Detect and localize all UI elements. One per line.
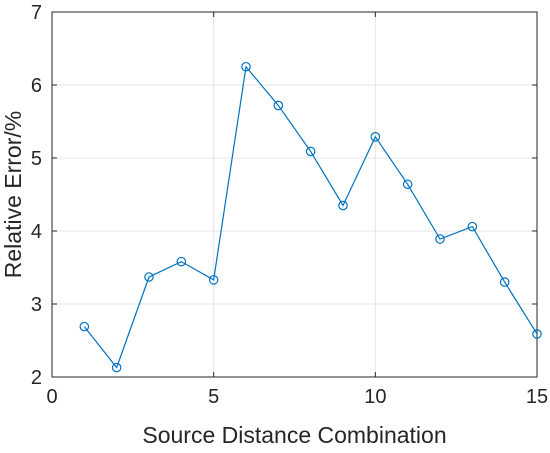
data-point <box>79 321 90 332</box>
data-point <box>338 200 348 211</box>
y-tick-label: 7 <box>31 2 42 24</box>
series-line <box>83 65 538 369</box>
grid <box>51 11 538 378</box>
data-point <box>370 132 381 142</box>
data-point <box>402 179 413 190</box>
data-point <box>499 277 510 287</box>
y-axis-label: Relative Error/% <box>0 111 26 278</box>
data-point <box>208 275 219 285</box>
axis-ticks: 0 5 10 15 2 3 4 5 6 7 <box>31 2 548 408</box>
y-tick-label: 3 <box>31 294 42 316</box>
data-point <box>435 234 445 244</box>
data-point <box>241 61 251 72</box>
series-group <box>79 61 542 373</box>
data-point <box>273 100 284 111</box>
data-point <box>144 272 154 282</box>
data-point <box>176 256 187 267</box>
y-tick-label: 6 <box>31 75 42 97</box>
plot-frame <box>51 11 538 378</box>
y-tick-label: 2 <box>31 367 42 389</box>
x-tick-label: 5 <box>208 386 219 408</box>
data-point <box>111 362 122 373</box>
y-tick-label: 5 <box>31 148 42 170</box>
y-tick-label: 4 <box>31 221 42 243</box>
data-point <box>305 146 316 157</box>
x-tick-label: 0 <box>46 386 57 408</box>
data-point <box>532 329 542 339</box>
data-point <box>467 221 478 232</box>
x-tick-label: 15 <box>526 386 548 408</box>
x-axis-label: Source Distance Combination <box>142 422 446 448</box>
x-tick-label: 10 <box>364 386 386 408</box>
